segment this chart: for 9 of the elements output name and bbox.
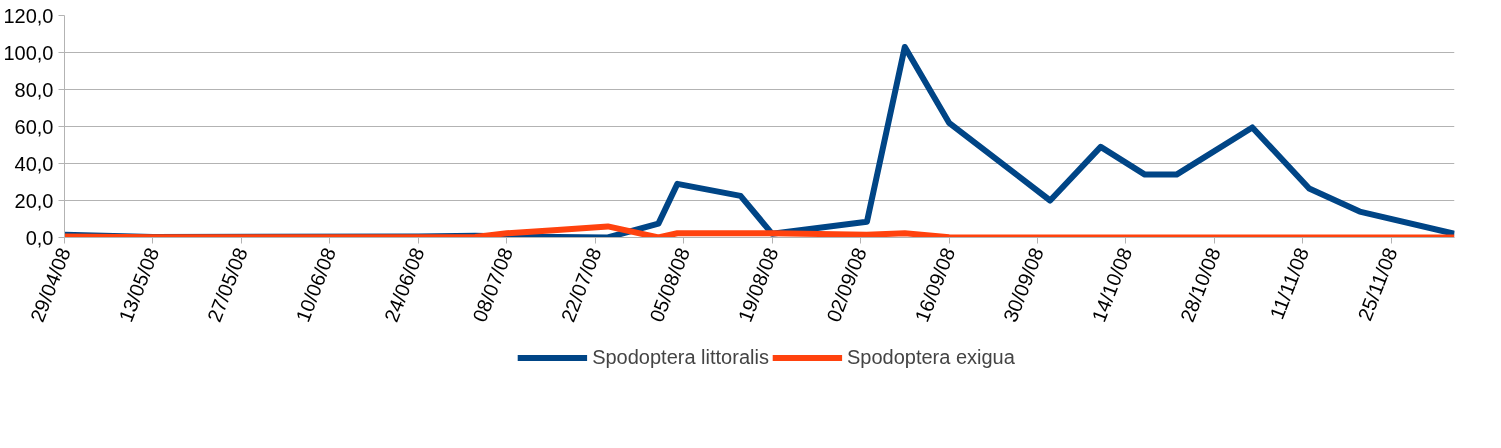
y-tick-label: 100,0 bbox=[3, 41, 54, 64]
y-tick-label: 20,0 bbox=[14, 189, 54, 212]
legend-label: Spodoptera littoralis bbox=[592, 345, 769, 369]
y-tick-label: 120,0 bbox=[3, 4, 54, 27]
y-tick-label: 0,0 bbox=[25, 226, 54, 249]
y-tick-label: 80,0 bbox=[14, 78, 54, 101]
legend-label: Spodoptera exigua bbox=[846, 345, 1015, 369]
y-tick-label: 40,0 bbox=[14, 152, 54, 175]
y-tick-label: 60,0 bbox=[14, 115, 54, 138]
